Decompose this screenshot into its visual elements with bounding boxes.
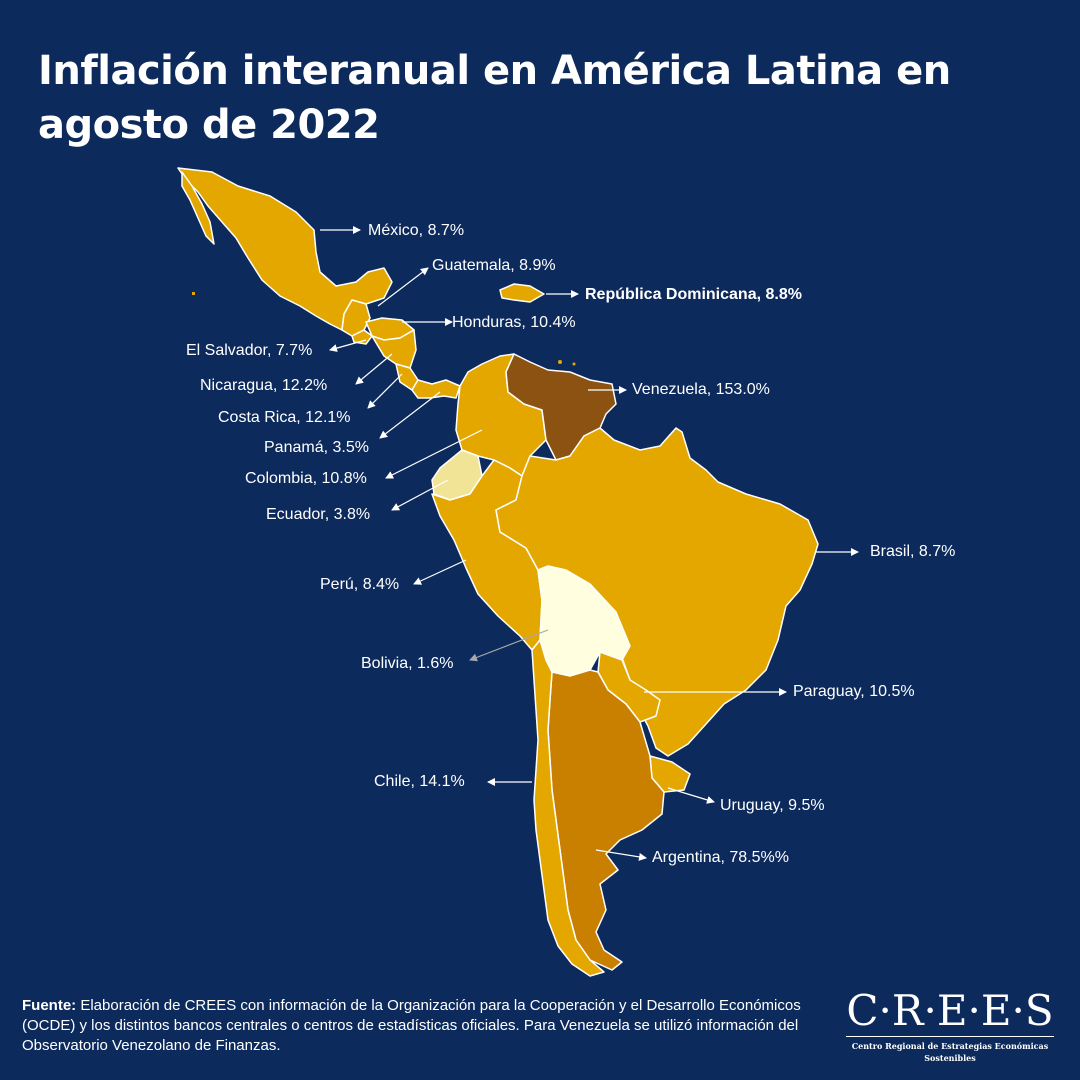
label-uruguay: Uruguay, 9.5% — [720, 797, 825, 814]
country-dominicana — [499, 283, 545, 303]
label-mexico: México, 8.7% — [368, 222, 465, 239]
label-panama: Panamá, 3.5% — [264, 439, 369, 456]
source-label: Fuente: — [22, 997, 77, 1014]
logo-divider — [846, 1036, 1054, 1037]
page-title: Inflación interanual en América Latina e… — [38, 48, 951, 148]
label-paraguay: Paraguay, 10.5% — [793, 683, 915, 700]
label-brasil: Brasil, 8.7% — [870, 543, 956, 560]
logo-tagline: Centro Regional de Estrategias Económica… — [851, 1041, 1049, 1063]
country-nicaragua — [371, 329, 417, 369]
label-honduras: Honduras, 10.4% — [452, 314, 576, 331]
source-text: Elaboración de CREES con información de … — [22, 997, 801, 1054]
label-chile: Chile, 14.1% — [374, 773, 465, 790]
label-dominicana: República Dominicana, 8.8% — [585, 286, 802, 303]
label-ecuador: Ecuador, 3.8% — [266, 506, 371, 523]
source-note: Fuente: Elaboración de CREES con informa… — [22, 996, 822, 1056]
label-costarica: Costa Rica, 12.1% — [218, 409, 351, 426]
label-elsalvador: El Salvador, 7.7% — [186, 342, 313, 359]
logo-wordmark: C·R·E·E·S — [846, 986, 1054, 1035]
country-chile — [531, 639, 605, 977]
label-nicaragua: Nicaragua, 12.2% — [200, 377, 328, 394]
label-colombia: Colombia, 10.8% — [245, 470, 367, 487]
country-panama — [411, 379, 461, 399]
label-peru: Perú, 8.4% — [320, 576, 400, 593]
country-mexico-baja — [181, 171, 215, 245]
label-guatemala: Guatemala, 8.9% — [432, 257, 556, 274]
label-venezuela: Venezuela, 153.0% — [632, 381, 770, 398]
country-elsalvador — [351, 329, 373, 345]
label-argentina: Argentina, 78.5%% — [652, 849, 789, 866]
label-bolivia: Bolivia, 1.6% — [361, 655, 454, 672]
crees-logo: C·R·E·E·S Centro Regional de Estrategias… — [840, 986, 1060, 1063]
